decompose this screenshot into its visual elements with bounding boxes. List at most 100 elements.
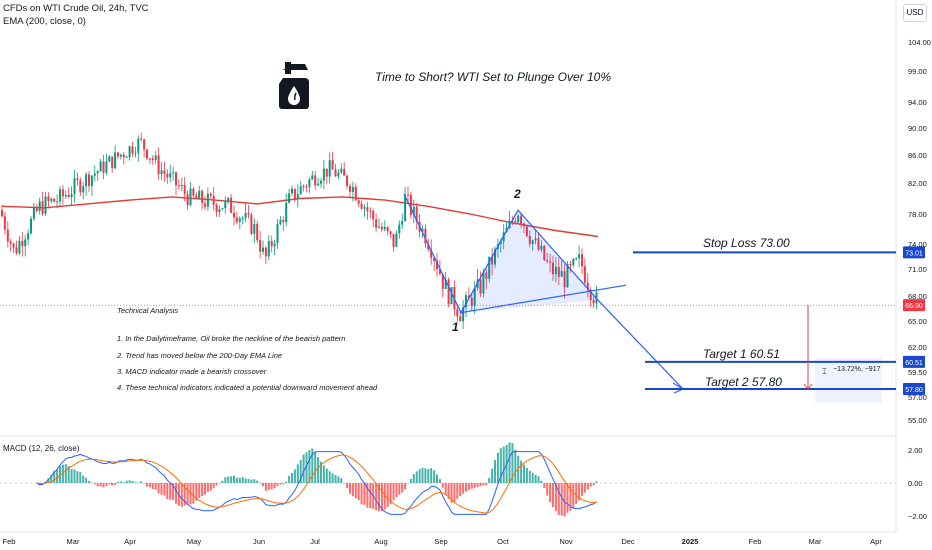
macd-hist-bar — [64, 464, 67, 483]
macd-hist-bar — [291, 473, 293, 483]
price-tick-label: 65.00 — [908, 317, 927, 326]
candle-body — [111, 156, 114, 169]
candle-body — [148, 158, 151, 160]
signal-line — [36, 454, 597, 514]
candle-body — [61, 189, 64, 197]
macd-hist-bar — [99, 483, 102, 487]
macd-hist-bar — [473, 483, 476, 488]
macd-hist-bar — [146, 483, 148, 487]
macd-hist-bar — [383, 483, 386, 510]
macd-hist-bar — [61, 464, 64, 483]
macd-legend[interactable]: MACD (12, 26, close) — [3, 444, 80, 453]
candle-body — [380, 226, 383, 230]
candle-body — [531, 240, 534, 244]
candle-body — [128, 146, 131, 157]
candle-body — [482, 272, 485, 294]
macd-hist-bar — [508, 442, 511, 483]
macd-hist-bar — [148, 483, 151, 488]
candle-body — [201, 191, 204, 204]
macd-hist-bar — [447, 483, 450, 499]
time-tick-label: Feb — [749, 537, 762, 546]
candle-body — [546, 259, 549, 262]
candle-body — [427, 243, 430, 250]
candle-body — [44, 196, 47, 214]
macd-hist-bar — [392, 483, 395, 501]
pattern-point-2: 2 — [514, 187, 521, 201]
macd-hist-bar — [572, 483, 575, 509]
macd-hist-bar — [407, 483, 409, 484]
price-tick-label: 82.00 — [908, 179, 927, 188]
macd-hist-bar — [430, 467, 433, 483]
candle-body — [462, 307, 465, 322]
macd-hist-bar — [554, 483, 557, 512]
candle-body — [436, 260, 438, 270]
macd-hist-bar — [560, 483, 563, 516]
candle-body — [67, 194, 70, 198]
candle-body — [206, 193, 209, 207]
candle-body — [38, 201, 41, 212]
candle-body — [160, 170, 163, 174]
candle-body — [47, 196, 50, 201]
candle-body — [360, 203, 363, 209]
stop-loss-tag-text: 73.01 — [905, 250, 923, 257]
macd-hist-bar — [166, 483, 169, 500]
stop-loss-label: Stop Loss 73.00 — [703, 236, 790, 250]
candle-body — [90, 175, 93, 186]
candle-body — [586, 282, 589, 290]
candle-body — [177, 185, 180, 187]
candle-body — [438, 269, 441, 275]
candle-body — [589, 289, 592, 300]
macd-hist-bar — [160, 483, 163, 495]
time-tick-label: Oct — [497, 537, 510, 546]
macd-hist-bar — [441, 483, 444, 488]
macd-hist-bar — [331, 473, 334, 483]
candle-body — [343, 168, 346, 176]
candle-body — [592, 299, 595, 304]
candle-body — [346, 175, 349, 186]
ema-legend[interactable]: EMA (200, close, 0) — [3, 16, 86, 27]
price-tick-label: 86.00 — [908, 151, 927, 160]
candle-body — [134, 153, 137, 155]
macd-hist-bar — [325, 468, 328, 483]
macd-hist-bar — [311, 448, 314, 483]
analysis-title: Technical Analysis — [117, 306, 179, 315]
candle-body — [563, 271, 566, 288]
macd-hist-bar — [569, 483, 572, 511]
price-tick-label: 68.00 — [908, 292, 927, 301]
candle-body — [450, 287, 453, 305]
price-tick-label: 99.00 — [908, 67, 927, 76]
macd-hist-bar — [224, 477, 227, 483]
candle-body — [241, 218, 244, 220]
candle-body — [401, 221, 404, 225]
candle-body — [122, 154, 125, 158]
macd-hist-bar — [96, 483, 99, 487]
candle-body — [409, 194, 412, 215]
macd-hist-bar — [552, 483, 554, 508]
macd-hist-bar — [320, 461, 322, 483]
last-price-tag-text: 66.90 — [905, 303, 923, 310]
macd-hist-bar — [543, 483, 546, 489]
currency-button[interactable]: USD — [903, 4, 927, 22]
pattern-fill — [461, 210, 598, 313]
macd-hist-bar — [499, 448, 502, 483]
candle-body — [528, 236, 531, 244]
price-tick-label: 78.00 — [908, 210, 927, 219]
macd-hist-bar — [108, 483, 111, 485]
candle-body — [172, 172, 175, 174]
candle-body — [85, 174, 88, 187]
candle-body — [572, 259, 575, 266]
candle-body — [459, 316, 462, 322]
macd-hist-bar — [256, 480, 259, 483]
measure-readout: −13.72%, −917 — [833, 366, 881, 373]
candle-body — [183, 184, 186, 195]
candle-body — [299, 186, 302, 195]
candle-body — [99, 161, 102, 172]
macd-hist-bar — [53, 470, 56, 483]
analysis-note: 1. In the Dailytimeframe, Oil broke the … — [117, 334, 346, 343]
macd-hist-bar — [305, 452, 308, 483]
candle-body — [296, 194, 299, 200]
symbol-title[interactable]: CFDs on WTI Crude Oil, 24h, TVC — [3, 3, 149, 14]
candle-body — [305, 186, 308, 188]
price-tick-label: 74.00 — [908, 240, 927, 249]
